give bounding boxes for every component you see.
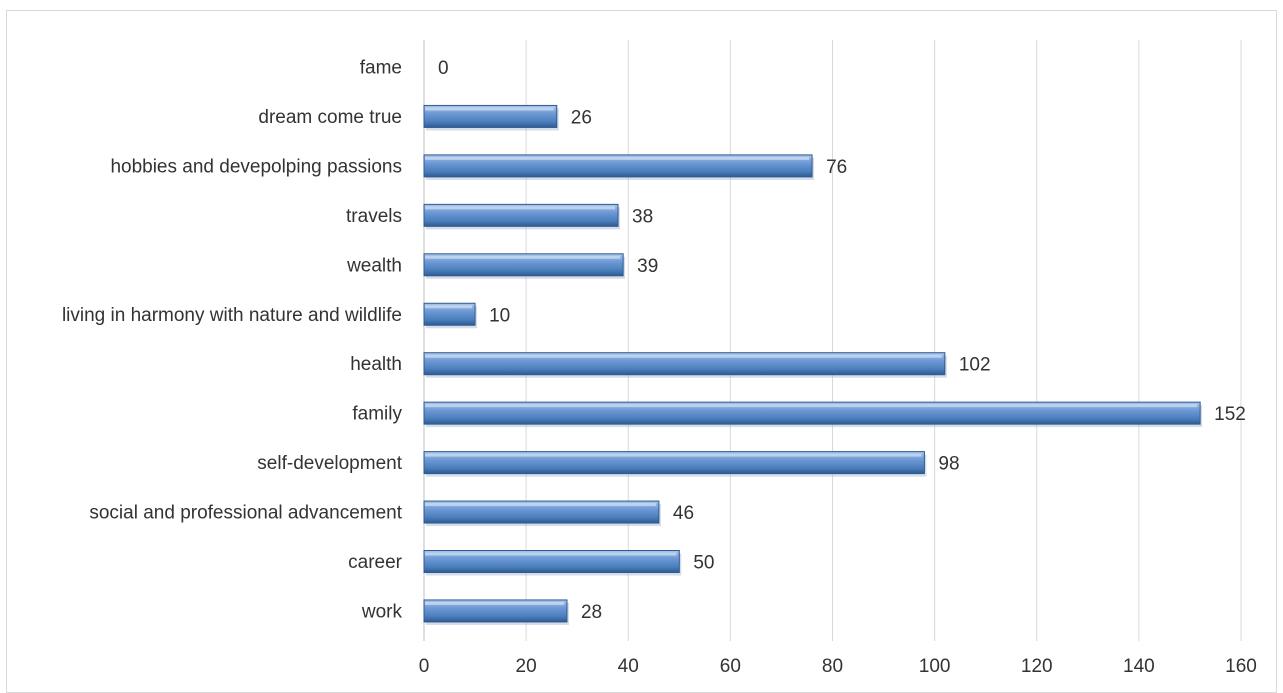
bar [423, 451, 927, 477]
bar-body [423, 500, 660, 524]
bars [423, 104, 1203, 625]
x-tick-label: 160 [1225, 656, 1257, 677]
data-label: 0 [438, 58, 449, 79]
bar-highlight [425, 255, 621, 259]
data-label: 39 [637, 256, 658, 277]
x-tick-label: 80 [822, 656, 843, 677]
data-label: 50 [693, 553, 714, 574]
bar-highlight [425, 206, 616, 210]
bar-highlight [425, 453, 922, 457]
bar [423, 203, 621, 230]
bar-body [423, 154, 813, 178]
bar-highlight [425, 156, 810, 160]
bar [423, 352, 947, 378]
category-label: self-development [257, 453, 402, 474]
category-label: family [352, 404, 402, 425]
bar-highlight [425, 305, 473, 309]
x-tick-label: 40 [618, 656, 639, 677]
bar [423, 253, 626, 279]
category-label: work [361, 601, 403, 622]
chart-frame [6, 10, 1277, 693]
bar-body [423, 550, 680, 573]
bar [423, 302, 478, 329]
bar [423, 599, 569, 625]
x-tick-label: 0 [419, 656, 430, 677]
category-label: health [350, 354, 402, 375]
data-label: 28 [581, 602, 602, 623]
data-label: 152 [1214, 404, 1246, 425]
x-tick-label: 100 [919, 656, 951, 677]
bar-highlight [425, 601, 564, 605]
bar [423, 500, 661, 527]
bar-body [423, 104, 558, 128]
bar-body [423, 401, 1201, 425]
bar-body [423, 302, 476, 326]
labels: fame 0 dream come true 26 hobbies and devepo… [62, 58, 1246, 623]
data-label: 98 [938, 454, 959, 475]
category-label: social and professional advancement [89, 503, 402, 524]
data-label: 102 [959, 355, 991, 376]
bar-body [423, 203, 619, 227]
category-label: wealth [346, 255, 402, 276]
category-label: fame [360, 58, 402, 79]
bar-body [423, 253, 624, 277]
x-tick-label: 140 [1123, 656, 1155, 677]
data-label: 76 [826, 157, 847, 178]
bar-body [423, 352, 946, 376]
bar [423, 154, 815, 180]
x-axis: 0 20 40 60 80 100 120 140 160 [419, 40, 1257, 677]
category-label: dream come true [258, 107, 402, 128]
bar [423, 104, 559, 131]
bar [423, 550, 682, 576]
data-label: 46 [673, 503, 694, 524]
gridlines [525, 40, 1242, 641]
data-label: 10 [489, 305, 510, 326]
category-label: career [348, 552, 403, 573]
bar-highlight [425, 404, 1198, 408]
bar-highlight [425, 107, 554, 111]
data-label: 38 [632, 206, 653, 227]
x-tick-label: 20 [516, 656, 537, 677]
x-tick-label: 120 [1021, 656, 1053, 677]
bar-body [423, 599, 568, 623]
bar [423, 401, 1203, 428]
category-label: living in harmony with nature and wildli… [62, 305, 402, 326]
bar-highlight [425, 354, 942, 358]
bar-body [423, 451, 925, 475]
category-label: travels [346, 206, 402, 227]
bar-highlight [425, 552, 677, 556]
data-label: 26 [571, 107, 592, 128]
x-tick-label: 60 [720, 656, 741, 677]
bar-highlight [425, 503, 656, 507]
category-label: hobbies and devepolping passions [110, 156, 402, 177]
